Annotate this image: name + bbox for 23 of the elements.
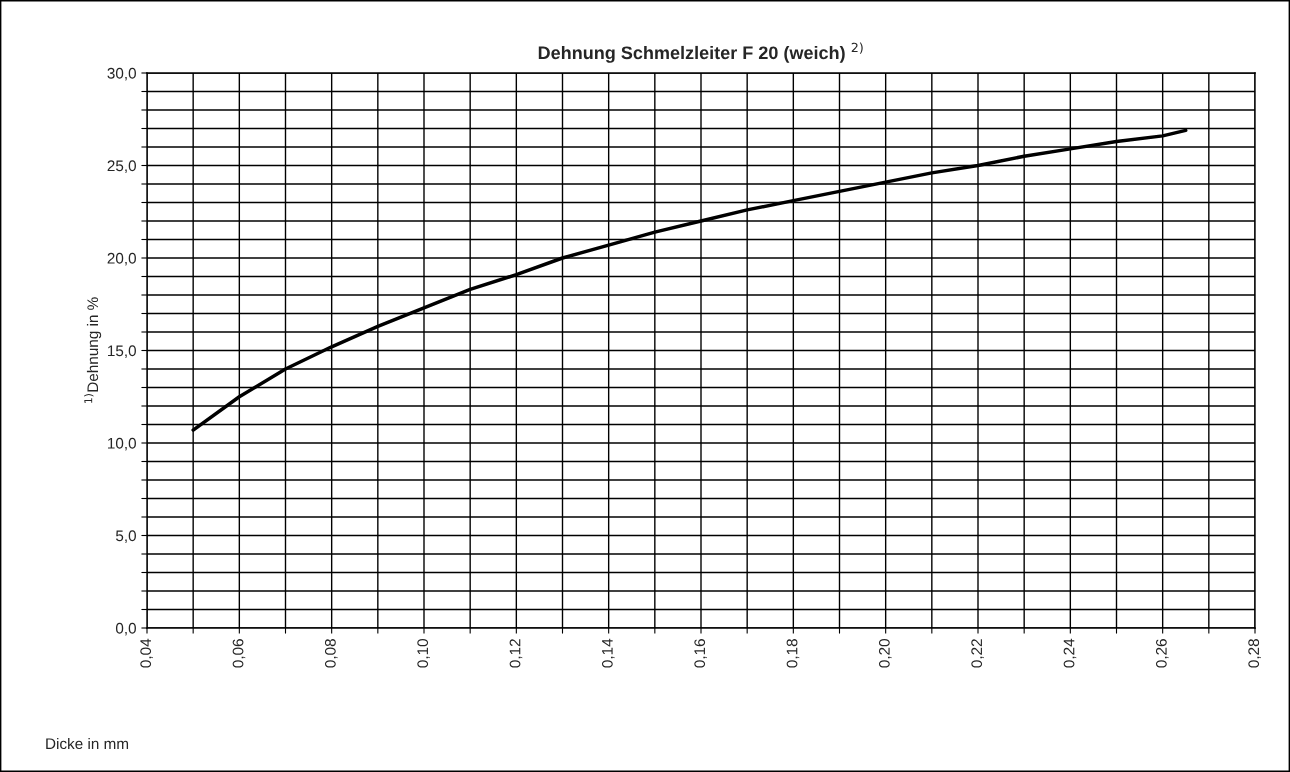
x-tick-label: 0,16 [694,639,707,668]
y-tick-label: 0,0 [115,622,136,636]
x-tick-label: 0,22 [971,639,984,668]
x-tick-label: 0,14 [601,638,615,668]
x-tick-label: 0,04 [140,638,153,668]
y-tick-label: 25,0 [107,160,136,173]
x-tick-label: 0,08 [324,639,338,668]
x-tick-label: 0,26 [1155,639,1169,668]
x-tick-label: 0,24 [1063,638,1077,668]
x-tick-label: 0,28 [1248,639,1261,668]
x-tick-label: 0,20 [878,639,892,668]
text: Dicke in mm [46,737,129,750]
y-tick-label: 20,0 [107,252,136,266]
y-tick-label: 15,0 [108,345,136,358]
chart-title: Dehnung Schmelzleiter F 20 (weich) $^{2)}$ [538,42,863,63]
y-tick-label: 5,0 [115,530,136,543]
x-tick-label: 0,18 [786,639,800,668]
y-axis-title: $^{1)}$Dehnung in % [84,297,102,403]
x-tick-label: 0,12 [509,639,523,668]
y-tick-label: 10,0 [108,437,136,451]
y-tick-label: 30,0 [107,67,136,81]
x-tick-label: 0,06 [232,639,246,668]
x-tick-label: 0,10 [417,639,430,668]
